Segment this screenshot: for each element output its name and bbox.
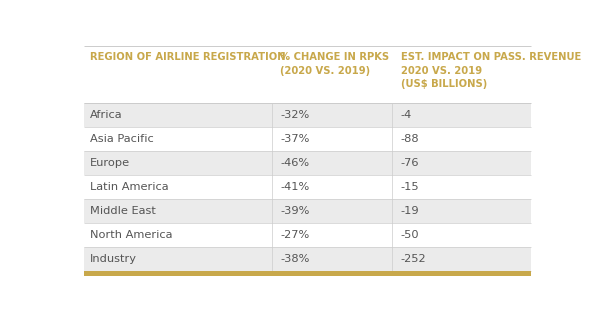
Text: Latin America: Latin America (90, 182, 169, 192)
Text: -46%: -46% (280, 158, 309, 168)
Text: -39%: -39% (280, 206, 310, 216)
Text: -76: -76 (401, 158, 419, 168)
Bar (84, 247, 530, 271)
Bar (84, 151, 530, 175)
Text: North America: North America (90, 230, 172, 240)
Bar (84, 199, 530, 223)
Text: -19: -19 (401, 206, 419, 216)
Text: -32%: -32% (280, 110, 310, 120)
Text: -4: -4 (401, 110, 412, 120)
Bar (84, 127, 530, 151)
Text: -252: -252 (401, 254, 427, 264)
Text: REGION OF AIRLINE REGISTRATION: REGION OF AIRLINE REGISTRATION (90, 52, 286, 62)
Bar (84, 175, 530, 199)
Text: % CHANGE IN RPKS
(2020 VS. 2019): % CHANGE IN RPKS (2020 VS. 2019) (280, 52, 389, 76)
Text: -27%: -27% (280, 230, 310, 240)
Bar (84, 271, 530, 276)
Text: Asia Pacific: Asia Pacific (90, 134, 154, 144)
Text: -41%: -41% (280, 182, 310, 192)
Text: -37%: -37% (280, 134, 310, 144)
Text: Europe: Europe (90, 158, 130, 168)
Bar (84, 103, 530, 127)
Text: -15: -15 (401, 182, 419, 192)
Text: Africa: Africa (90, 110, 122, 120)
Bar (84, 223, 530, 247)
Text: Industry: Industry (90, 254, 137, 264)
Text: EST. IMPACT ON PASS. REVENUE
2020 VS. 2019
(US$ BILLIONS): EST. IMPACT ON PASS. REVENUE 2020 VS. 20… (401, 52, 581, 89)
Text: -38%: -38% (280, 254, 310, 264)
Text: Middle East: Middle East (90, 206, 156, 216)
Text: -50: -50 (401, 230, 419, 240)
Text: -88: -88 (401, 134, 419, 144)
